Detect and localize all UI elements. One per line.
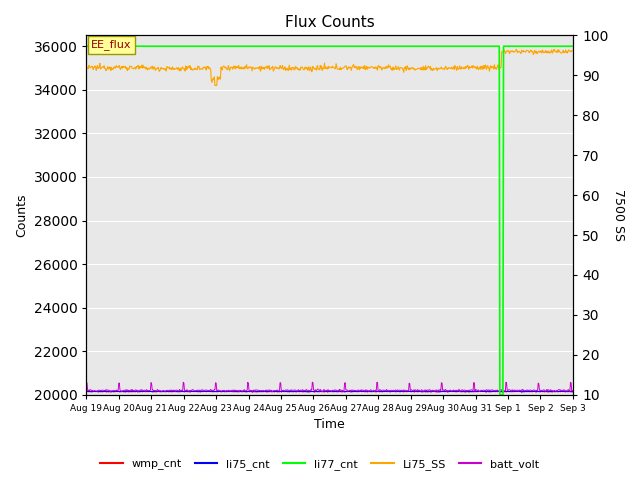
X-axis label: Time: Time xyxy=(314,419,345,432)
Legend: wmp_cnt, li75_cnt, li77_cnt, Li75_SS, batt_volt: wmp_cnt, li75_cnt, li77_cnt, Li75_SS, ba… xyxy=(96,455,544,474)
Y-axis label: Counts: Counts xyxy=(15,193,28,237)
Title: Flux Counts: Flux Counts xyxy=(285,15,374,30)
Y-axis label: 7500 SS: 7500 SS xyxy=(612,189,625,241)
Text: EE_flux: EE_flux xyxy=(92,39,132,50)
